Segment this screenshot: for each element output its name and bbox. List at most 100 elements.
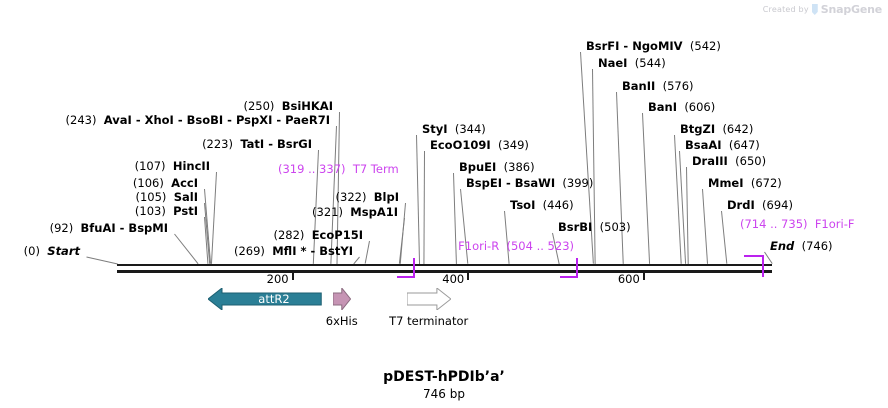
- site-enzyme-name: StyI: [422, 122, 448, 136]
- plasmid-title: pDEST-hPDIb’a’: [383, 369, 505, 385]
- site-position: (349): [497, 138, 529, 152]
- leader-line: [399, 202, 406, 265]
- ruler-tick: [291, 273, 294, 280]
- site-position: (650): [735, 154, 767, 168]
- site-enzyme-name: BtgZI: [680, 122, 716, 136]
- leader-line: [642, 112, 651, 265]
- site-enzyme-name: TatI - BsrGI: [240, 137, 312, 151]
- sequence-backbone: [117, 264, 772, 273]
- restriction-site-label: DrdI (694): [727, 199, 793, 211]
- restriction-site-label: BsaAI (647): [685, 139, 760, 151]
- snapgene-watermark: Created by SnapGene: [763, 3, 882, 16]
- site-position: (386): [503, 160, 535, 174]
- site-enzyme-name: NaeI: [598, 56, 628, 70]
- site-position: (105): [135, 190, 167, 204]
- site-enzyme-name: Start: [47, 244, 80, 258]
- plasmid-length: 746 bp: [423, 387, 465, 401]
- leader-line: [86, 256, 118, 265]
- restriction-site-label: EcoO109I (349): [430, 139, 529, 151]
- restriction-site-label: TsoI (446): [510, 199, 574, 211]
- feature-range-label: F1ori-R (504 .. 523): [0, 240, 574, 252]
- site-position: (647): [728, 138, 760, 152]
- site-position: (544): [634, 56, 666, 70]
- site-enzyme-name: BsaAI: [685, 138, 722, 152]
- site-enzyme-name: BsrFI - NgoMIV: [586, 39, 683, 53]
- site-enzyme-name: BspEI - BsaWI: [466, 176, 556, 190]
- restriction-site-label: (103) PstI: [0, 205, 198, 217]
- site-position: (642): [722, 122, 754, 136]
- feature-arrow-label: attR2: [258, 292, 290, 306]
- restriction-site-label: (250) BsiHKAI: [0, 100, 333, 112]
- restriction-site-label: (92) BfuAI - BspMI: [0, 222, 168, 234]
- site-position: (322): [335, 190, 367, 204]
- feature-name: T7 Term: [352, 162, 399, 176]
- site-position: (606): [684, 100, 716, 114]
- site-position: (503): [599, 220, 631, 234]
- site-enzyme-name: TsoI: [510, 198, 536, 212]
- site-position: (103): [134, 204, 166, 218]
- restriction-site-label: BanI (606): [648, 101, 715, 113]
- site-position: (269): [233, 244, 265, 258]
- restriction-site-label: (322) BlpI: [0, 191, 399, 203]
- leader-line: [504, 210, 510, 265]
- site-position: (746): [801, 239, 833, 253]
- restriction-site-label: MmeI (672): [708, 177, 782, 189]
- site-enzyme-name: AvaI - XhoI - BsoBI - PspXI - PaeR7I: [103, 113, 330, 127]
- leader-line: [702, 188, 709, 265]
- site-position: (446): [542, 198, 574, 212]
- restriction-site-label: BtgZI (642): [680, 123, 753, 135]
- ruler-tick: [642, 273, 645, 280]
- site-enzyme-name: EcoO109I: [430, 138, 491, 152]
- restriction-site-label: BsrFI - NgoMIV (542): [586, 40, 721, 52]
- ruler-tick-label: 600: [617, 272, 640, 286]
- restriction-site-label: BspEI - BsaWI (399): [466, 177, 593, 189]
- site-position: (107): [134, 159, 166, 173]
- restriction-site-label: NaeI (544): [598, 57, 666, 69]
- feature-range: (714 .. 735): [740, 217, 808, 231]
- restriction-site-label: (269) MflI * - BstYI: [0, 245, 353, 257]
- restriction-site-label: (243) AvaI - XhoI - BsoBI - PspXI - PaeR…: [0, 114, 330, 126]
- feature-arrow[interactable]: attR2: [208, 288, 322, 310]
- feature-arrow[interactable]: [332, 288, 351, 310]
- restriction-site-label: (321) MspA1I: [0, 206, 398, 218]
- site-position: (223): [202, 137, 233, 151]
- restriction-site-label: BsrBI (503): [558, 221, 631, 233]
- feature-range: (319 .. 337): [278, 162, 346, 176]
- restriction-site-label: BpuEI (386): [459, 161, 535, 173]
- watermark-brand: SnapGene: [820, 3, 882, 16]
- site-enzyme-name: BpuEI: [459, 160, 497, 174]
- restriction-site-label: (106) AccI: [0, 177, 198, 189]
- feature-range-label: (319 .. 337) T7 Term: [278, 163, 399, 175]
- restriction-site-label: End (746): [770, 240, 833, 252]
- leader-line: [721, 210, 728, 265]
- site-position: (344): [454, 122, 486, 136]
- ruler-tick: [467, 273, 470, 280]
- range-cap: [576, 258, 579, 278]
- site-enzyme-name: SalI: [173, 190, 198, 204]
- site-enzyme-name: PstI: [173, 204, 198, 218]
- feature-name: F1ori-F: [814, 217, 855, 231]
- site-position: (399): [562, 176, 594, 190]
- range-cap: [762, 255, 765, 277]
- range-cap: [412, 258, 415, 278]
- feature-arrow[interactable]: [406, 288, 451, 310]
- site-position: (92): [49, 221, 74, 235]
- restriction-site-label: DraIII (650): [692, 155, 766, 167]
- leader-line: [674, 134, 682, 265]
- site-enzyme-name: MflI * - BstYI: [272, 244, 353, 258]
- site-position: (243): [65, 113, 97, 127]
- site-enzyme-name: End: [770, 239, 795, 253]
- site-enzyme-name: BanI: [648, 100, 677, 114]
- leader-line: [592, 68, 596, 265]
- site-position: (106): [132, 176, 164, 190]
- restriction-site-label: BanII (576): [622, 80, 694, 92]
- restriction-site-label: (223) TatI - BsrGI: [0, 138, 312, 150]
- site-enzyme-name: BsrBI: [558, 220, 593, 234]
- restriction-site-label: (0) Start: [0, 245, 80, 257]
- site-enzyme-name: HincII: [172, 159, 210, 173]
- watermark-prefix: Created by: [762, 5, 809, 14]
- site-enzyme-name: BfuAI - BspMI: [80, 221, 168, 235]
- restriction-site-label: (107) HincII: [0, 160, 210, 172]
- range-bar: [559, 276, 577, 278]
